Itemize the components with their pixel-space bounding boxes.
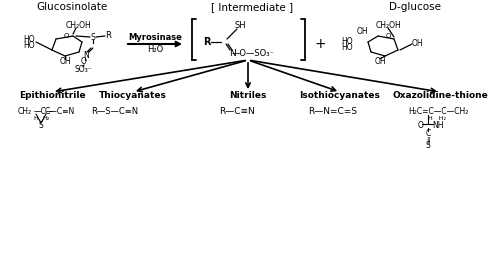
Text: R—N=C=S: R—N=C=S	[308, 106, 358, 116]
Text: SO₃⁻: SO₃⁻	[74, 66, 92, 74]
Text: Myrosinase: Myrosinase	[128, 34, 182, 42]
Text: O: O	[64, 33, 68, 39]
Text: HO: HO	[24, 41, 35, 51]
Text: N: N	[230, 49, 236, 57]
Text: H: H	[34, 116, 38, 120]
Text: R—C≡N: R—C≡N	[219, 106, 255, 116]
Text: O: O	[386, 33, 390, 39]
Text: OH: OH	[374, 56, 386, 66]
Text: H₂C=C—C—CH₂: H₂C=C—C—CH₂	[408, 106, 469, 116]
Text: HO: HO	[24, 35, 35, 43]
Text: SH: SH	[234, 22, 246, 30]
Text: S: S	[38, 120, 44, 130]
Text: Glucosinolate: Glucosinolate	[36, 2, 108, 12]
Text: OH: OH	[412, 40, 424, 49]
Text: D-glucose: D-glucose	[389, 2, 441, 12]
Text: C: C	[426, 129, 430, 137]
Text: Nitriles: Nitriles	[230, 91, 266, 101]
Text: N: N	[83, 51, 89, 59]
Text: [ Intermediate ]: [ Intermediate ]	[211, 2, 293, 12]
Text: R: R	[105, 31, 111, 40]
Text: OH: OH	[59, 56, 71, 66]
Text: C—C≡N: C—C≡N	[45, 106, 75, 116]
Text: O: O	[418, 121, 424, 131]
Text: H₂O: H₂O	[147, 44, 163, 54]
Text: Oxazolidine-thione: Oxazolidine-thione	[392, 91, 488, 101]
Text: CH₂OH: CH₂OH	[375, 21, 401, 29]
Text: HO: HO	[342, 37, 353, 45]
Text: CH₂: CH₂	[18, 106, 32, 116]
Text: Epithionitrile: Epithionitrile	[18, 91, 86, 101]
Text: R: R	[203, 37, 211, 47]
Text: —C—: —C—	[34, 106, 54, 116]
Text: ‖: ‖	[426, 136, 430, 144]
Text: S: S	[426, 141, 430, 151]
Text: O: O	[81, 57, 87, 67]
Text: CH₂OH: CH₂OH	[65, 21, 91, 29]
Text: H   H₂: H H₂	[428, 116, 446, 120]
Text: S: S	[90, 33, 96, 41]
Text: OH: OH	[356, 27, 368, 37]
Text: —O—SO₃⁻: —O—SO₃⁻	[232, 49, 274, 57]
Text: H₂: H₂	[42, 116, 50, 120]
Text: R—S—C≡N: R—S—C≡N	[92, 106, 138, 116]
Text: +: +	[314, 37, 326, 51]
Text: HO: HO	[342, 42, 353, 52]
Text: NH: NH	[432, 121, 444, 131]
Text: Thiocyanates: Thiocyanates	[99, 91, 167, 101]
Text: Isothiocyanates: Isothiocyanates	[300, 91, 380, 101]
